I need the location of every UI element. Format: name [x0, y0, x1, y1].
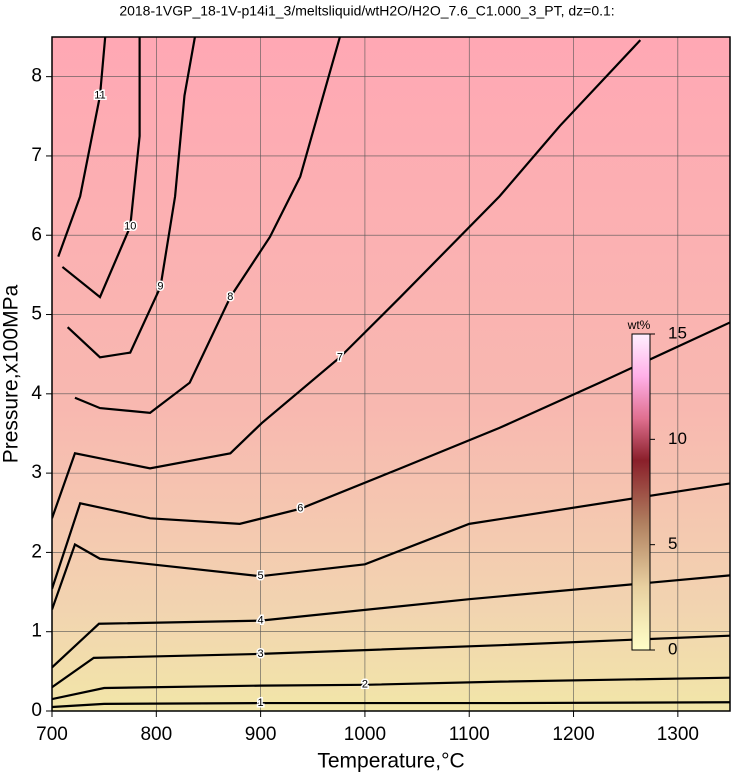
plot-frame [51, 36, 731, 712]
colorbar-tick-label: 0 [668, 639, 677, 658]
contour-label: 7 [337, 351, 343, 363]
colorbar [631, 333, 651, 651]
colorbar-tick-label: 10 [668, 429, 687, 448]
x-tick-label: 1200 [552, 724, 594, 745]
y-axis-label: Pressure,x100MPa [0, 284, 23, 463]
contour-label: 2 [362, 679, 368, 691]
x-axis-label: Temperature,°C [317, 750, 464, 773]
contour-label: 3 [258, 648, 264, 660]
contour-line [66, 37, 196, 359]
contour-line [52, 39, 642, 519]
contour-label: 4 [258, 615, 264, 627]
chart-title: 2018-1VGP_18-1V-p14i1_3/meltsliquid/wtH2… [119, 3, 614, 19]
colorbar-tick-label: 15 [668, 323, 687, 342]
contour-line [52, 574, 730, 669]
x-tick-label: 1300 [657, 724, 699, 745]
y-tick-label: 7 [31, 145, 42, 166]
y-tick-label: 6 [31, 224, 42, 245]
contour-label: 1 [258, 697, 264, 709]
y-tick-label: 8 [31, 66, 42, 87]
y-tick-label: 1 [31, 621, 42, 642]
contour-label: 8 [227, 291, 233, 303]
colorbar-label: wt% [627, 318, 651, 332]
x-tick-label: 1000 [344, 724, 386, 745]
contour-line [57, 37, 107, 258]
overlay: 700 800 900 1000 1100 1200 1300 0 1 2 3 4 5 6 7 8 wt% 0 5 1… [31, 66, 699, 745]
contour-line [52, 321, 730, 590]
contour-line [74, 37, 341, 414]
contour-label: 10 [124, 220, 136, 232]
contour-line [52, 676, 730, 701]
x-tick-label: 1100 [449, 724, 490, 745]
contour-line [52, 701, 730, 709]
y-tick-label: 4 [31, 383, 42, 404]
plot-background [52, 37, 730, 711]
x-tick-label: 800 [140, 724, 172, 745]
y-tick-label: 2 [31, 541, 42, 562]
contour-label: 6 [297, 503, 303, 515]
y-tick-label: 0 [31, 700, 42, 721]
x-tick-label: 900 [245, 724, 277, 745]
contours: 1 2 3 4 5 6 7 8 9 10 11 [52, 37, 730, 710]
contour-line [52, 634, 730, 689]
contour-line [52, 482, 730, 610]
contour-line [61, 37, 141, 299]
contour-label: 11 [94, 90, 105, 102]
colorbar-tick-label: 5 [668, 534, 677, 553]
x-tick-label: 700 [36, 724, 68, 745]
grid [51, 37, 730, 712]
y-tick-label: 5 [31, 304, 42, 325]
y-tick-label: 3 [31, 462, 42, 483]
contour-label: 5 [258, 570, 264, 582]
contour-label: 9 [157, 281, 163, 293]
